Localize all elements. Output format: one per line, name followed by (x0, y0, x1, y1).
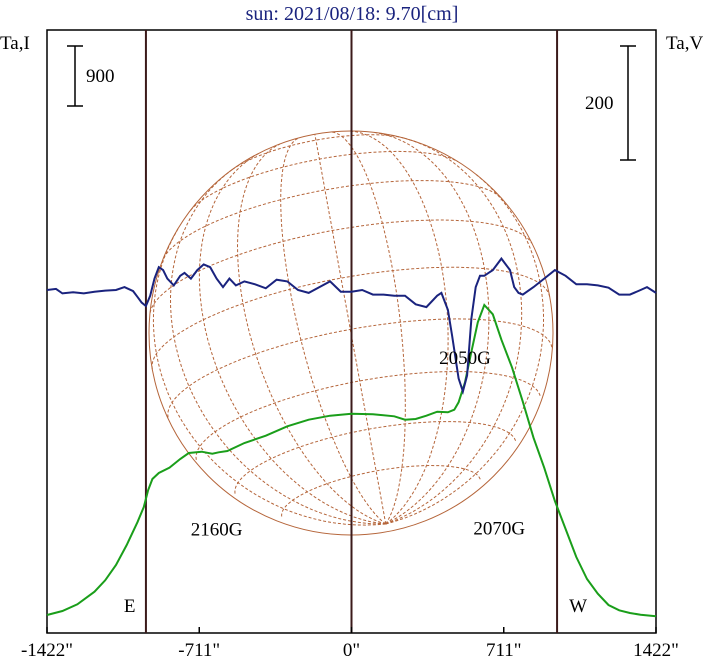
annotation-0: 2160G (191, 520, 243, 541)
annotation-2: 2050G (439, 348, 491, 369)
annotations: 2160G 2070G 2050G (191, 348, 526, 541)
polarization-scale-bar (620, 45, 636, 161)
grid-parallel (149, 219, 533, 313)
grid-meridian (169, 169, 386, 525)
grid-meridian (385, 137, 523, 525)
x-tick-label-0: -1422" (21, 640, 73, 661)
x-tick-label-3: 711" (486, 640, 522, 661)
series-intensity-line (46, 303, 657, 618)
grid-meridian (152, 228, 386, 526)
grid-meridian (236, 143, 386, 525)
grid-meridian (198, 152, 386, 525)
series-polarization-line (46, 256, 657, 396)
grid-meridian (330, 131, 406, 525)
x-tick-label-4: 1422" (633, 640, 679, 661)
solar-disk (148, 130, 554, 536)
left-axis-label: Ta,I (0, 33, 30, 54)
grid-meridian (314, 134, 387, 525)
limb-label-E: E (124, 596, 136, 617)
intensity-scale-bar (67, 45, 83, 107)
right-axis-label: Ta,V (666, 33, 703, 54)
grid-parallel (234, 421, 517, 494)
grid-parallel (163, 180, 501, 259)
limb-label-W: W (569, 596, 587, 617)
grid-meridian (385, 174, 544, 525)
grid-meridian (280, 137, 387, 525)
grid-meridian (351, 130, 449, 525)
annotation-1: 2070G (473, 518, 525, 539)
x-tick-label-2: 0" (343, 640, 360, 661)
grid-parallel (195, 371, 541, 460)
grid-parallel (167, 318, 553, 418)
x-tick-label-1: -711" (178, 640, 220, 661)
x-axis: -1422" -711" 0" 711" 1422" (21, 627, 679, 661)
intensity-scale-value: 900 (86, 66, 115, 87)
chart-title: sun: 2021/08/18: 9.70[cm] (246, 3, 459, 25)
polarization-scale-value: 200 (585, 93, 614, 114)
heliographic-grid (149, 130, 553, 526)
